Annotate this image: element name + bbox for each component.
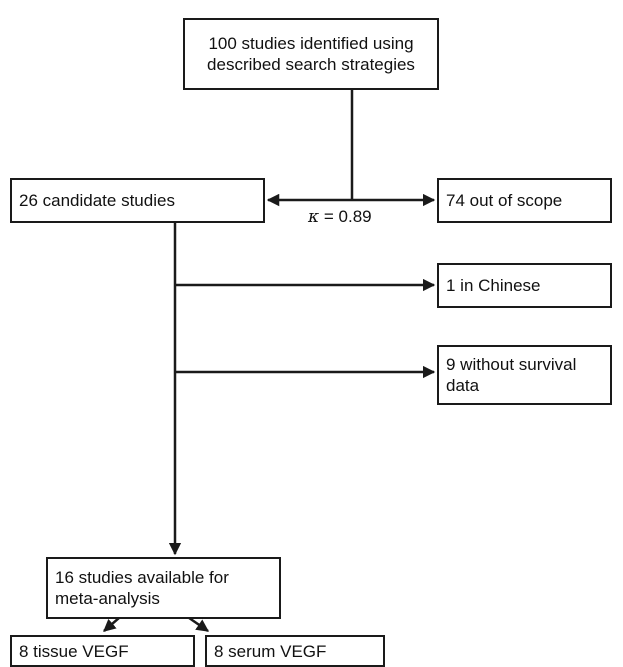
node-serum-label: 8 serum VEGF — [214, 641, 327, 661]
node-tissue-label: 8 tissue VEGF — [19, 641, 129, 661]
node-no-survival-label: 9 without survival data — [446, 355, 577, 395]
node-identified-label: 100 studies identified using described s… — [207, 34, 415, 74]
node-tissue: 8 tissue VEGF — [10, 635, 195, 667]
node-candidates-label: 26 candidate studies — [19, 191, 175, 210]
node-out-of-scope-label: 74 out of scope — [446, 191, 563, 210]
node-meta-analysis-label: 16 studies available for meta-analysis — [55, 568, 229, 608]
node-meta-analysis: 16 studies available for meta-analysis — [46, 557, 281, 619]
node-out-of-scope: 74 out of scope — [437, 178, 612, 223]
kappa-symbol: κ — [308, 207, 320, 227]
kappa-value: = 0.89 — [319, 207, 372, 226]
node-serum: 8 serum VEGF — [205, 635, 385, 667]
node-identified: 100 studies identified using described s… — [183, 18, 439, 90]
node-no-survival: 9 without survival data — [437, 345, 612, 405]
node-chinese: 1 in Chinese — [437, 263, 612, 308]
node-candidates: 26 candidate studies — [10, 178, 265, 223]
kappa-annotation: κ = 0.89 — [308, 206, 372, 228]
node-chinese-label: 1 in Chinese — [446, 276, 541, 295]
